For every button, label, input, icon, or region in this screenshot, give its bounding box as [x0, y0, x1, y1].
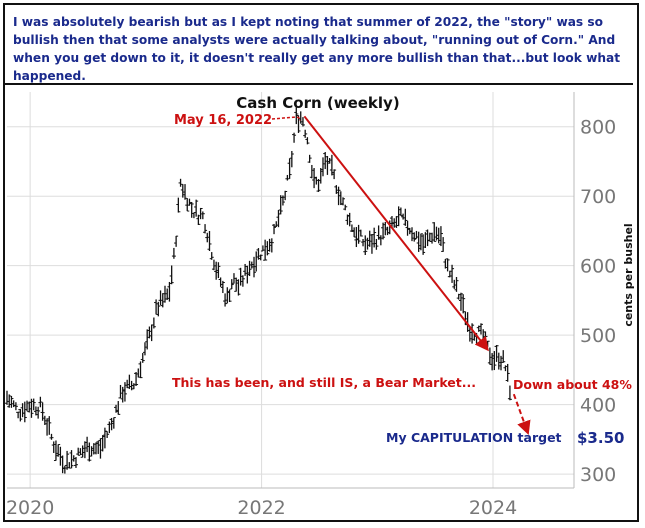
peak-date-label: May 16, 2022	[174, 113, 272, 128]
annotations: May 16, 2022 This has been, and still IS,…	[172, 113, 632, 447]
target-price-label: $3.50	[577, 429, 624, 447]
price-bars	[5, 107, 512, 474]
x-tick-label: 2020	[6, 497, 54, 519]
commentary-text: I was absolutely bearish but as I kept n…	[13, 15, 621, 83]
x-tick-label: 2022	[237, 497, 285, 519]
y-axis-label: cents per bushel	[622, 223, 635, 326]
x-tick-label: 2024	[469, 497, 517, 519]
y-tick-label: 300	[580, 464, 616, 486]
target-arrow	[512, 393, 531, 436]
y-axis: 300 400 500 600 700 800	[580, 117, 616, 486]
commentary-header: I was absolutely bearish but as I kept n…	[5, 5, 633, 85]
y-tick-label: 800	[580, 117, 616, 139]
y-tick-label: 700	[580, 186, 616, 208]
y-tick-label: 600	[580, 256, 616, 278]
y-tick-label: 500	[580, 325, 616, 347]
peak-connector	[271, 116, 301, 122]
chart-title: Cash Corn (weekly)	[236, 94, 399, 112]
y-tick-label: 400	[580, 395, 616, 417]
x-axis: 2020 2022 2024	[6, 497, 517, 519]
downtrend-arrow	[303, 115, 489, 352]
down-percent-label: Down about 48%	[513, 377, 632, 392]
chart-frame	[3, 3, 639, 522]
grid-lines	[7, 92, 575, 489]
bear-market-label: This has been, and still IS, a Bear Mark…	[172, 375, 476, 390]
capitulation-label: My CAPITULATION target	[386, 430, 562, 445]
